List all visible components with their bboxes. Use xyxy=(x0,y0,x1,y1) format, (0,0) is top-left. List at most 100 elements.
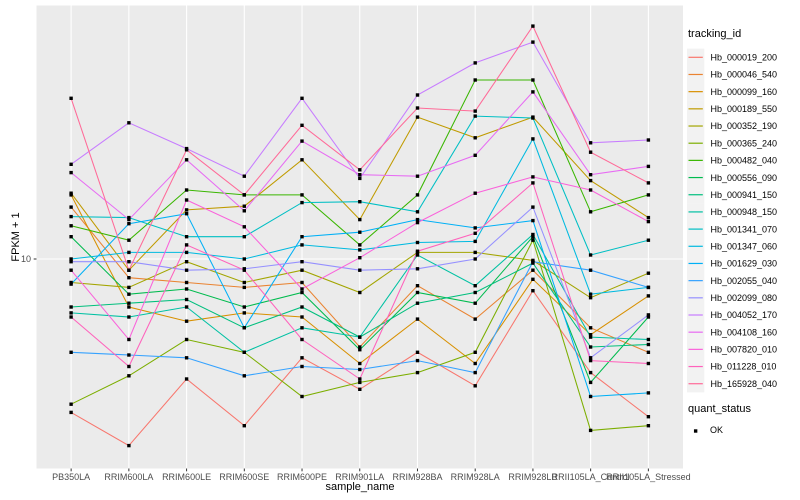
data-point xyxy=(588,356,593,360)
data-point xyxy=(415,174,420,178)
data-point xyxy=(473,153,477,157)
data-point xyxy=(588,188,593,192)
data-point xyxy=(358,345,362,349)
x-tick-label: RRII105LA_Stressed xyxy=(606,472,691,482)
data-point xyxy=(242,285,246,290)
data-point xyxy=(300,260,304,264)
data-point xyxy=(415,317,420,321)
data-point xyxy=(184,268,189,272)
data-point xyxy=(531,268,535,272)
data-point xyxy=(69,260,73,264)
data-point xyxy=(646,294,651,298)
data-point xyxy=(358,243,362,247)
data-point xyxy=(473,384,477,388)
data-point xyxy=(588,345,593,349)
data-point xyxy=(531,277,535,281)
data-point xyxy=(300,337,304,342)
legend-entry-label: Hb_000941_150 xyxy=(711,190,778,200)
data-point xyxy=(358,348,362,352)
data-point xyxy=(69,282,73,286)
legend-label-ok: OK xyxy=(710,425,724,435)
data-point xyxy=(646,313,651,317)
data-point xyxy=(646,215,651,220)
legend-entry-label: Hb_007820_010 xyxy=(711,345,778,355)
legend-entry-label: Hb_000189_550 xyxy=(711,104,778,114)
data-point xyxy=(69,350,73,354)
data-point xyxy=(473,301,477,305)
data-point xyxy=(646,193,651,197)
data-point xyxy=(184,260,189,264)
data-point xyxy=(646,138,651,142)
data-point xyxy=(588,335,593,339)
data-point xyxy=(300,193,304,197)
data-point xyxy=(127,121,131,125)
data-point xyxy=(588,141,593,145)
data-point xyxy=(415,301,420,305)
data-point xyxy=(300,96,304,100)
data-point xyxy=(473,109,477,113)
data-point xyxy=(127,443,131,448)
data-point xyxy=(415,290,420,295)
data-point xyxy=(358,377,362,381)
data-point xyxy=(69,305,73,309)
data-point xyxy=(646,315,651,319)
legend-entry-label: Hb_165928_040 xyxy=(711,379,778,389)
data-point xyxy=(646,285,651,290)
data-point xyxy=(358,230,362,234)
legend-entry-label: Hb_000482_040 xyxy=(711,156,778,166)
x-tick-label: RRII105LA_Control xyxy=(552,472,630,482)
data-point xyxy=(531,218,535,223)
data-point xyxy=(588,333,593,337)
data-point xyxy=(531,181,535,185)
data-point xyxy=(473,231,477,235)
data-point xyxy=(588,210,593,214)
x-tick-label: RRIM600PE xyxy=(277,472,327,482)
x-tick-label: RRIM600LE xyxy=(162,472,211,482)
data-point xyxy=(300,315,304,319)
data-point xyxy=(127,268,131,272)
data-point xyxy=(300,290,304,295)
data-point xyxy=(646,424,651,428)
data-point xyxy=(473,250,477,255)
data-point xyxy=(531,40,535,44)
data-point xyxy=(242,209,246,213)
data-point xyxy=(358,200,362,204)
legend-entry-label: Hb_002099_080 xyxy=(711,293,778,303)
data-point xyxy=(127,292,131,296)
y-tick-label-10: 10 xyxy=(20,253,31,264)
data-point xyxy=(69,191,73,195)
data-point xyxy=(588,428,593,433)
data-point xyxy=(184,235,189,239)
data-point xyxy=(646,342,651,347)
data-point xyxy=(127,250,131,255)
data-point xyxy=(646,391,651,395)
data-point xyxy=(242,225,246,229)
legend-entry-label: Hb_000046_540 xyxy=(711,70,778,80)
data-point xyxy=(127,285,131,290)
data-point xyxy=(588,326,593,330)
data-point xyxy=(300,268,304,272)
data-point xyxy=(300,200,304,205)
data-point xyxy=(300,364,304,369)
data-point xyxy=(184,148,189,152)
data-point xyxy=(300,356,304,360)
data-point xyxy=(646,238,651,242)
data-point xyxy=(184,250,189,255)
data-point xyxy=(242,235,246,239)
data-point xyxy=(184,198,189,202)
data-point xyxy=(127,353,131,357)
data-point xyxy=(127,301,131,305)
data-point xyxy=(531,260,535,264)
data-point xyxy=(242,268,246,272)
x-tick-label: RRIM600LA xyxy=(104,472,153,482)
legend-entry-label: Hb_004108_160 xyxy=(711,327,778,337)
data-point xyxy=(531,235,535,239)
data-point xyxy=(242,174,246,178)
data-point xyxy=(646,350,651,354)
data-point xyxy=(473,370,477,375)
data-point xyxy=(184,337,189,342)
data-point xyxy=(242,204,246,208)
data-point xyxy=(184,319,189,323)
